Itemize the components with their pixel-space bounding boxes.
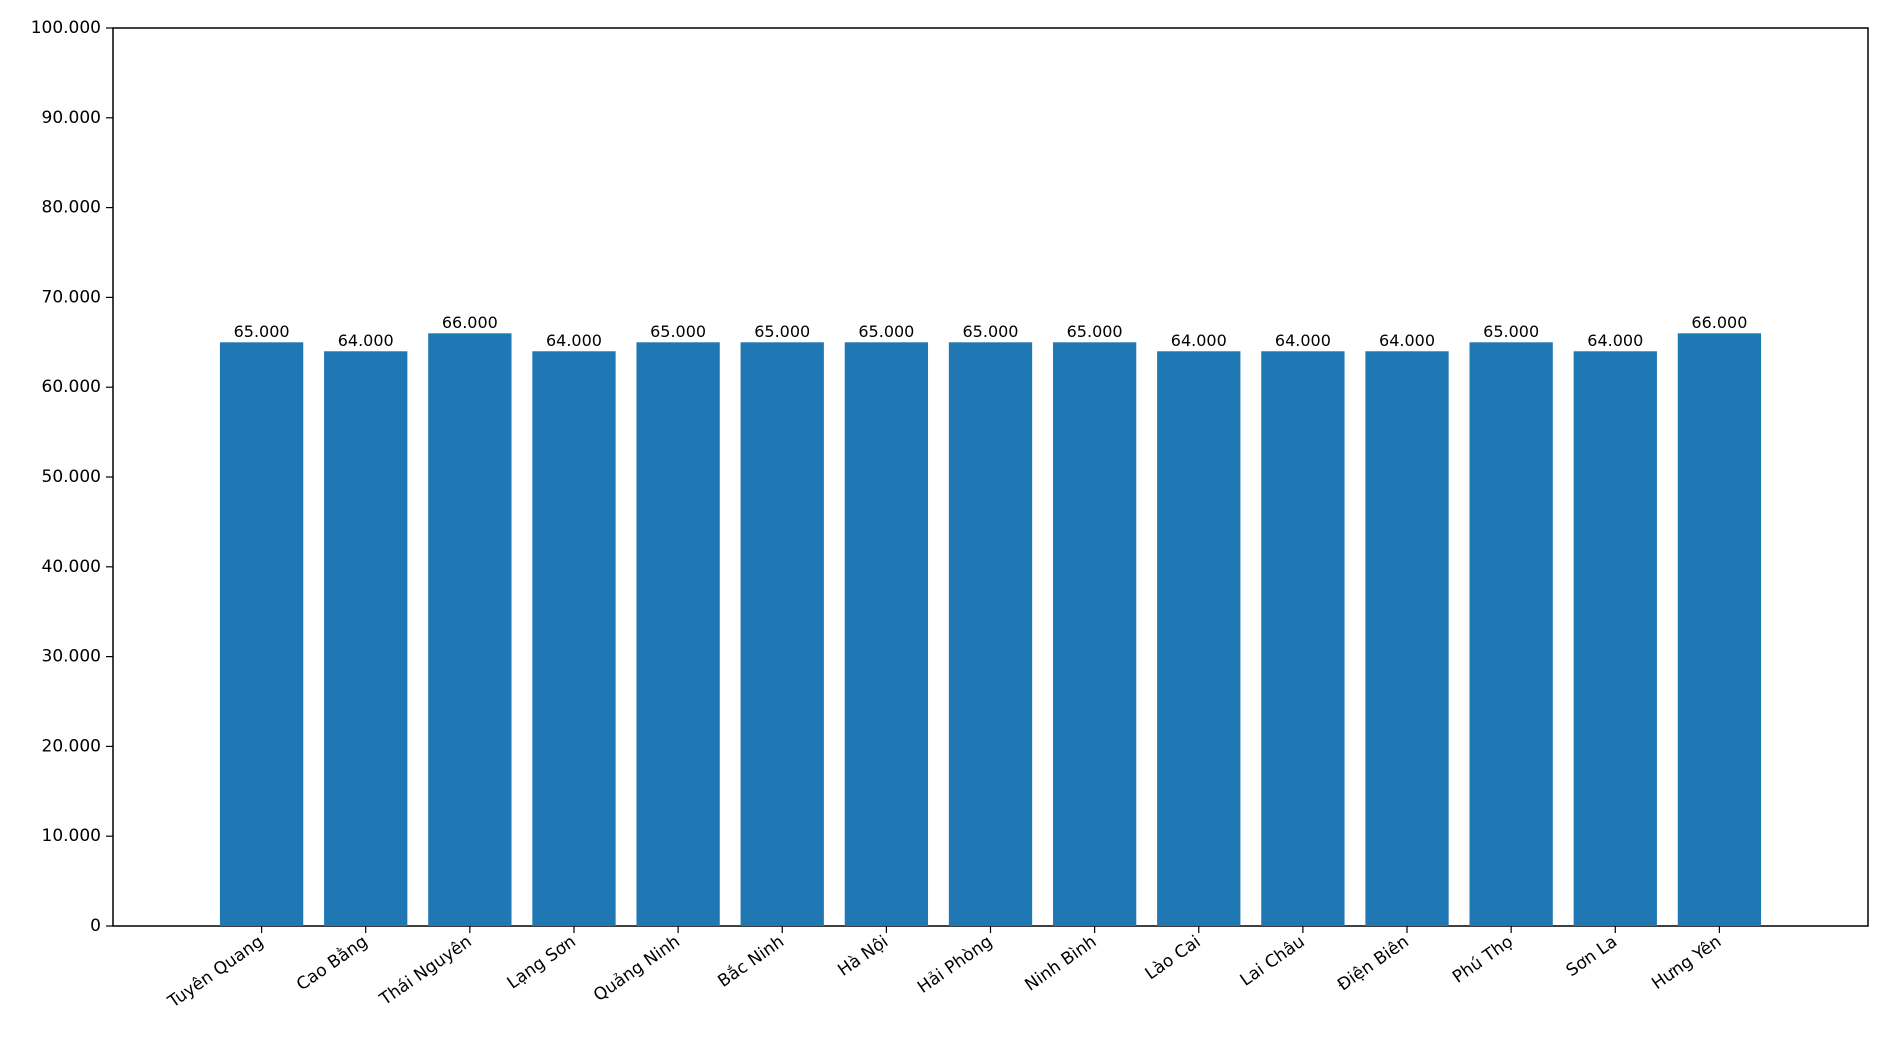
bar [219,342,304,926]
value-label: 64.000 [338,331,394,350]
x-tick-label: Bắc Ninh [714,931,788,992]
value-label: 64.000 [1587,331,1643,350]
bar [1261,351,1345,926]
bar [1469,342,1553,926]
bar [844,342,929,926]
value-label: 65.000 [754,322,810,341]
bar [1677,333,1762,926]
value-label: 65.000 [234,322,290,341]
x-tick-label: Hà Nội [834,932,892,981]
x-tick-label: Điện Biên [1334,932,1413,996]
bar [324,351,408,926]
y-tick-label: 0 [90,916,101,936]
value-label: 65.000 [650,322,706,341]
value-label: 64.000 [1275,331,1331,350]
y-tick-label: 10.000 [42,826,101,846]
x-tick-label: Hưng Yên [1648,932,1725,994]
bar [636,342,720,926]
value-label: 65.000 [963,322,1019,341]
bar [1157,351,1241,926]
value-label: 64.000 [1171,331,1227,350]
y-tick-label: 100.000 [31,18,101,38]
value-label: 64.000 [1379,331,1435,350]
y-tick-label: 50.000 [42,467,101,487]
y-tick-label: 40.000 [42,557,101,577]
x-tick-label: Lào Cai [1142,932,1205,984]
x-tick-label: Ninh Bình [1021,932,1100,996]
x-tick-label: Tuyên Quang [164,932,268,1013]
y-tick-label: 30.000 [42,647,101,667]
bar [1573,351,1657,926]
value-label: 66.000 [442,313,498,332]
value-label: 65.000 [858,322,914,341]
y-tick-label: 60.000 [42,377,101,397]
bar [740,342,824,926]
bar [1365,351,1449,926]
y-tick-label: 90.000 [42,108,101,128]
value-label: 64.000 [546,331,602,350]
value-label: 66.000 [1691,313,1747,332]
bar [428,333,512,926]
value-label: 65.000 [1483,322,1539,341]
x-tick-label: Lai Châu [1237,932,1309,991]
x-tick-label: Hải Phòng [914,932,996,998]
bar [532,351,616,926]
y-tick-label: 20.000 [42,736,101,756]
bar [948,342,1033,926]
x-tick-label: Thái Nguyên [375,932,475,1010]
y-tick-label: 80.000 [42,198,101,218]
x-tick-label: Cao Bằng [292,931,371,995]
bar [1052,342,1137,926]
x-tick-label: Phú Thọ [1449,932,1517,988]
x-tick-label: Sơn La [1563,932,1621,981]
value-label: 65.000 [1067,322,1123,341]
x-tick-label: Lạng Sơn [504,932,580,994]
y-tick-label: 70.000 [42,287,101,307]
x-tick-label: Quảng Ninh [590,932,684,1006]
